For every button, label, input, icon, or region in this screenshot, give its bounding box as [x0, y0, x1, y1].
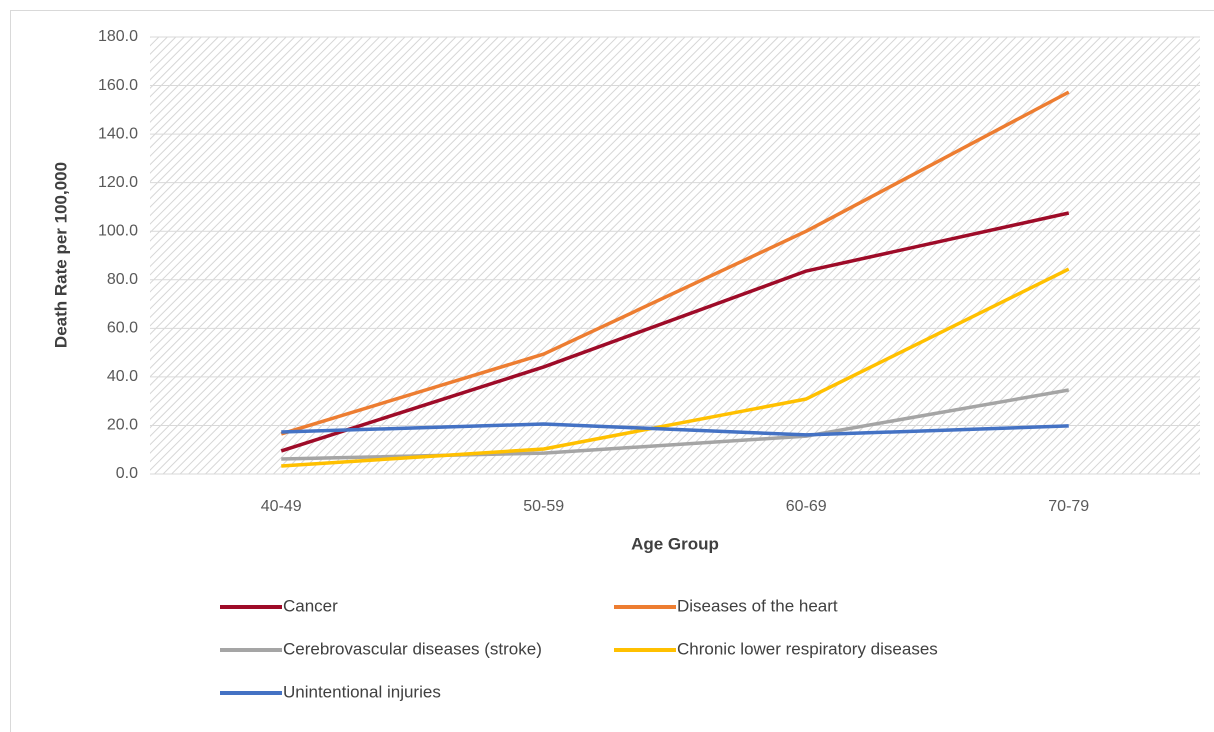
x-tick-label: 50-59: [523, 498, 564, 515]
series-line: [280, 211, 1070, 453]
y-tick-label: 60.0: [107, 320, 138, 337]
legend-label: Unintentional injuries: [283, 682, 441, 701]
x-tick-label: 70-79: [1048, 498, 1089, 515]
legend-label: Diseases of the heart: [677, 596, 838, 615]
y-tick-label: 140.0: [98, 125, 138, 142]
y-tick-label: 100.0: [98, 222, 138, 239]
plot-area: [150, 37, 1200, 474]
y-tick-label: 180.0: [98, 28, 138, 45]
y-tick-label: 40.0: [107, 368, 138, 385]
y-tick-label: 160.0: [98, 77, 138, 94]
y-tick-label: 120.0: [98, 174, 138, 191]
x-tick-label: 40-49: [261, 498, 302, 515]
series-line: [280, 90, 1070, 436]
legend-label: Cancer: [283, 596, 338, 615]
x-axis-title: Age Group: [631, 534, 719, 553]
x-tick-label: 60-69: [786, 498, 827, 515]
series-line: [281, 422, 1069, 437]
y-tick-label: 80.0: [107, 271, 138, 288]
y-axis-title: Death Rate per 100,000: [51, 162, 70, 348]
legend-label: Cerebrovascular diseases (stroke): [283, 639, 542, 658]
y-tick-label: 0.0: [116, 465, 138, 482]
legend-label: Chronic lower respiratory diseases: [677, 639, 938, 658]
y-tick-label: 20.0: [107, 417, 138, 434]
series-line: [281, 267, 1070, 468]
chart-border: [10, 10, 1214, 732]
